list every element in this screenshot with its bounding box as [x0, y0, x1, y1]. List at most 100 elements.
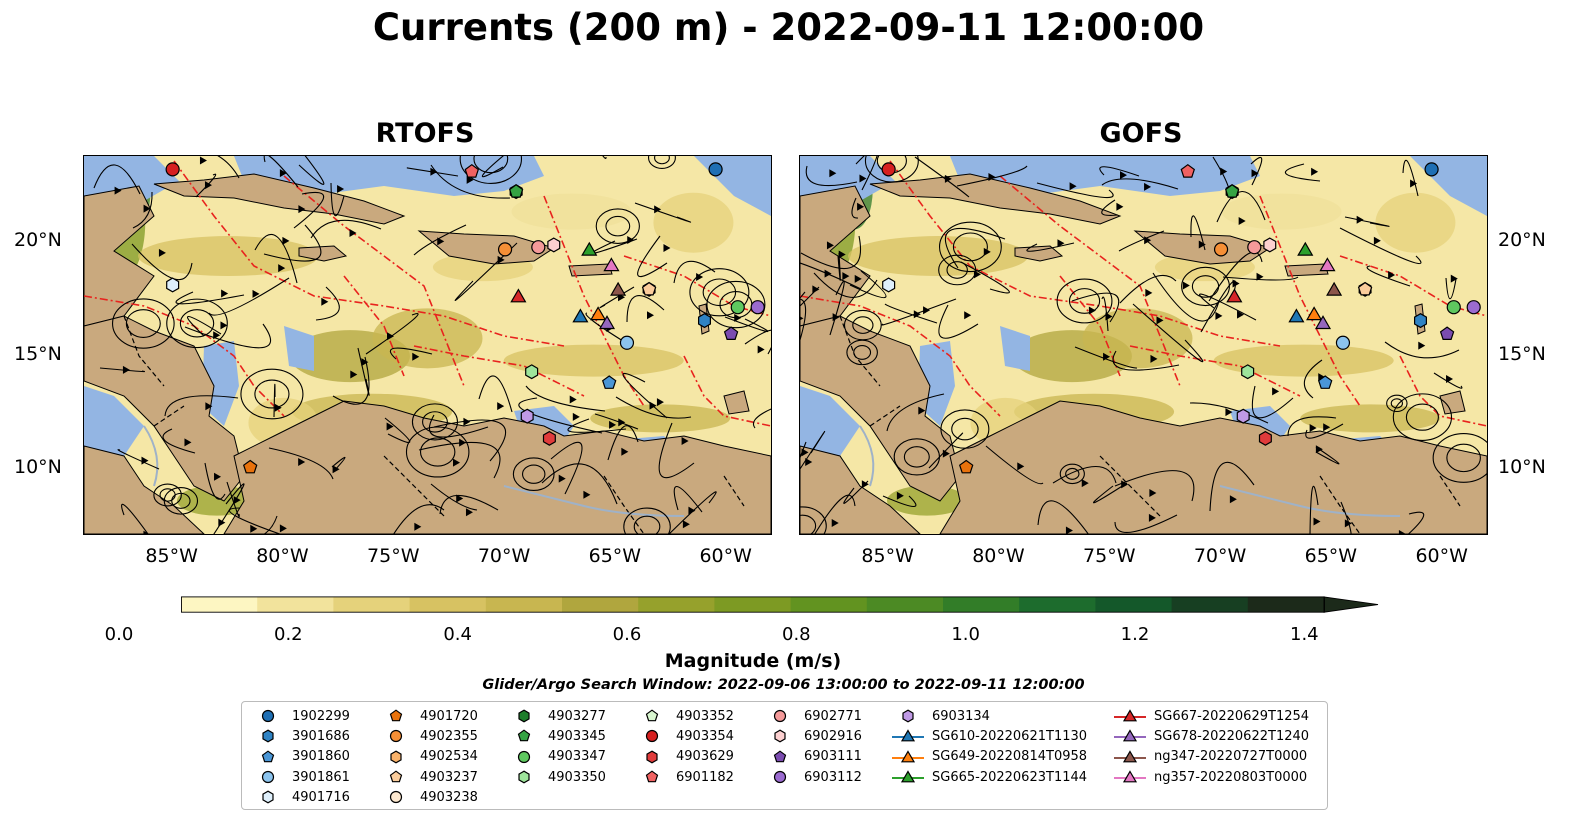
legend-entry: 4903350: [506, 767, 606, 787]
legend-label: 1902299: [292, 708, 350, 724]
legend-entry: 6901182: [634, 767, 734, 787]
platform-marker: [542, 430, 556, 446]
legend-marker: [645, 709, 659, 722]
colorbar-tick-label: 0.0: [104, 624, 134, 645]
legend-entry: 3901686: [250, 726, 350, 746]
legend-marker: [262, 790, 274, 804]
colorbar-segment: [333, 596, 411, 613]
legend-label: 6901182: [676, 769, 734, 785]
platform-marker: [165, 162, 180, 177]
lat-label-20n-left: 20°N: [14, 229, 62, 251]
platform-marker: [1319, 257, 1336, 272]
legend-label: 6903134: [932, 708, 990, 724]
lon-label: 80°W: [256, 545, 309, 567]
platform-marker: [1247, 240, 1262, 255]
platform-marker: [510, 288, 527, 303]
colorbar-extension: [1323, 596, 1379, 613]
legend-entry: 4903277: [506, 706, 606, 726]
legend-swatch: [645, 730, 659, 743]
colorbar-tick-label: 1.0: [951, 624, 980, 645]
legend-label: 4903347: [548, 749, 606, 765]
legend-label: SG678-20220622T1240: [1154, 728, 1310, 744]
legend-label: SG667-20220629T1254: [1154, 708, 1310, 724]
legend-label: 6902771: [804, 708, 862, 724]
colorbar-segment: [1019, 596, 1096, 613]
platform-marker: [1297, 241, 1314, 256]
map-panel-rtofs: [83, 155, 772, 535]
legend-marker: [261, 770, 275, 784]
legend-label: 6903111: [804, 749, 862, 765]
colorbar-segment: [638, 596, 715, 613]
platform-marker: [1241, 364, 1255, 380]
legend-swatch: [1114, 770, 1146, 783]
platform-marker: [1317, 375, 1333, 389]
lon-label: 70°W: [477, 545, 531, 567]
legend-marker: [517, 729, 531, 742]
legend-marker: [390, 750, 402, 764]
legend-swatch: [262, 790, 274, 804]
colorbar-tick-label: 0.2: [274, 624, 303, 645]
legend-label: 4902534: [420, 749, 478, 765]
legend-entry: SG667-20220629T1254: [1112, 706, 1309, 726]
platform-marker: [958, 459, 974, 474]
legend-marker: [261, 710, 275, 723]
colorbar-label: Magnitude (m/s): [664, 650, 842, 672]
legend-entry: 4903352: [634, 706, 734, 726]
legend-marker: [645, 770, 659, 783]
legend-swatch: [892, 770, 924, 783]
legend-swatch: [773, 710, 787, 723]
legend-marker: [389, 770, 403, 783]
legend-marker: [902, 709, 914, 723]
map-svg: [800, 156, 1487, 534]
lat-label-15n-left: 15°N: [14, 343, 62, 365]
legend-swatch: [518, 709, 530, 723]
legend-label: 4903350: [548, 769, 606, 785]
legend-column: 4903277 4903345 4903347 4903350: [506, 706, 606, 787]
platform-marker: [166, 277, 180, 293]
legend-marker: [645, 730, 659, 743]
lon-label: 70°W: [1193, 545, 1247, 567]
platform-marker: [464, 163, 480, 178]
legend-swatch: [389, 730, 403, 743]
legend-label: 4903629: [676, 749, 734, 765]
legend-marker: [900, 729, 916, 742]
legend-marker: [518, 770, 530, 784]
legend-swatch: [1114, 729, 1146, 742]
legend-marker: [774, 729, 786, 743]
lon-label: 85°W: [861, 545, 914, 567]
legend-label: 6903112: [804, 769, 862, 785]
legend-label: 4903345: [548, 728, 606, 744]
platform-marker: [1357, 281, 1373, 296]
legend-swatch: [902, 709, 914, 723]
platform-marker: [1180, 163, 1196, 178]
lon-label: 75°W: [367, 545, 420, 567]
platform-marker: [1314, 315, 1332, 330]
colorbar-tick-label: 1.2: [1120, 624, 1150, 645]
colorbar-segment: [409, 596, 487, 613]
legend-marker: [517, 750, 531, 763]
legend-marker: [900, 770, 916, 783]
panel-title-rtofs: RTOFS: [375, 118, 475, 149]
platform-marker: [750, 300, 765, 315]
lon-label: 60°W: [1415, 545, 1468, 567]
platform-marker: [697, 313, 712, 329]
legend-label: 4903237: [420, 769, 478, 785]
legend-column: 6902771 6902916 6903111 6903112: [762, 706, 862, 787]
legend-label: 3901686: [292, 728, 350, 744]
platform-marker: [1258, 430, 1272, 446]
legend-marker: [773, 770, 787, 784]
lon-label: 65°W: [588, 545, 642, 567]
platform-marker: [572, 308, 589, 323]
legend-swatch: [1114, 750, 1146, 763]
colorbar-segment: [257, 596, 334, 613]
lon-label: 75°W: [1083, 545, 1136, 567]
platform-marker: [882, 277, 896, 293]
legend-marker: [773, 710, 787, 723]
legend-entry: 3901860: [250, 747, 350, 767]
map-svg: [84, 156, 771, 534]
lon-label: 65°W: [1304, 545, 1358, 567]
legend-column: 4901720 4902355 4902534 4903237 4903238: [378, 706, 478, 807]
legend-marker: [1122, 729, 1138, 742]
legend-label: 4901716: [292, 789, 350, 805]
legend-column: 1902299 3901686 3901860 3901861 4901716: [250, 706, 350, 807]
